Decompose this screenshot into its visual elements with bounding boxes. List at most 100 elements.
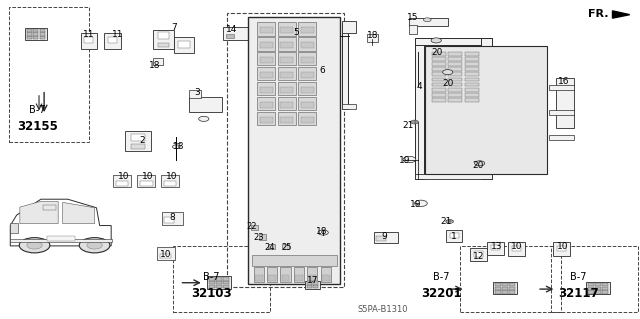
Bar: [493, 282, 517, 294]
Bar: [157, 248, 175, 260]
Bar: [432, 57, 446, 61]
Bar: [295, 275, 303, 281]
Bar: [502, 290, 508, 293]
Bar: [164, 217, 174, 223]
Text: 20: 20: [442, 79, 453, 88]
Bar: [40, 36, 45, 40]
Circle shape: [318, 230, 328, 235]
Bar: [278, 67, 296, 80]
Text: 16: 16: [558, 77, 570, 86]
Bar: [209, 277, 215, 280]
Circle shape: [173, 145, 180, 149]
Bar: [116, 181, 129, 186]
Bar: [44, 204, 56, 210]
Text: 25: 25: [282, 243, 292, 252]
Bar: [9, 7, 89, 142]
Bar: [432, 62, 446, 66]
Bar: [449, 67, 463, 71]
Bar: [153, 58, 163, 65]
Bar: [40, 33, 45, 36]
Bar: [260, 87, 273, 93]
Text: 21: 21: [441, 217, 452, 226]
Text: 8: 8: [170, 213, 175, 222]
Bar: [495, 283, 501, 286]
Bar: [278, 112, 296, 125]
Text: 3: 3: [195, 88, 200, 97]
Bar: [27, 33, 32, 36]
Bar: [415, 174, 492, 179]
Polygon shape: [612, 11, 630, 18]
Text: 24: 24: [264, 243, 275, 252]
Bar: [432, 52, 446, 56]
Bar: [432, 88, 446, 92]
Bar: [282, 275, 289, 281]
Polygon shape: [20, 201, 58, 224]
Bar: [465, 98, 479, 102]
Text: 22: 22: [246, 222, 257, 231]
Circle shape: [198, 116, 209, 122]
Text: 18: 18: [316, 227, 328, 236]
Bar: [449, 72, 463, 76]
Circle shape: [424, 18, 431, 22]
Bar: [226, 34, 234, 38]
Text: 32201: 32201: [421, 287, 461, 300]
Bar: [209, 281, 215, 284]
Bar: [10, 223, 18, 233]
Bar: [140, 181, 153, 186]
Bar: [280, 57, 293, 63]
Bar: [449, 62, 463, 66]
Text: 17: 17: [307, 276, 318, 285]
Bar: [449, 93, 463, 97]
Bar: [216, 285, 222, 288]
Bar: [131, 145, 145, 149]
Bar: [223, 27, 248, 41]
Text: 32117: 32117: [558, 287, 599, 300]
Bar: [342, 23, 348, 109]
Bar: [446, 230, 463, 242]
Bar: [491, 245, 500, 250]
Bar: [301, 27, 314, 33]
Bar: [502, 286, 508, 290]
Bar: [307, 281, 312, 285]
Bar: [376, 236, 387, 241]
Bar: [154, 30, 173, 49]
Text: B-7: B-7: [570, 272, 587, 282]
Bar: [551, 246, 638, 312]
Bar: [257, 22, 275, 36]
Text: 6: 6: [319, 66, 324, 75]
Text: 23: 23: [253, 233, 264, 242]
Bar: [257, 82, 275, 95]
Circle shape: [19, 238, 50, 253]
Bar: [432, 83, 446, 86]
Text: FR.: FR.: [588, 9, 609, 19]
Bar: [189, 97, 222, 112]
Circle shape: [415, 85, 422, 88]
Bar: [548, 135, 574, 140]
Bar: [278, 97, 296, 110]
Text: 12: 12: [473, 252, 484, 261]
Bar: [280, 102, 293, 108]
Bar: [108, 37, 117, 43]
Bar: [595, 290, 601, 293]
Bar: [553, 242, 570, 256]
Bar: [298, 112, 316, 125]
Bar: [33, 36, 38, 40]
Bar: [257, 52, 275, 65]
Text: 20: 20: [473, 161, 484, 170]
Text: 32155: 32155: [17, 120, 58, 133]
Bar: [278, 52, 296, 65]
Bar: [595, 286, 601, 290]
Bar: [81, 33, 97, 49]
Bar: [588, 290, 594, 293]
Bar: [321, 267, 331, 282]
Bar: [301, 42, 314, 48]
Bar: [278, 82, 296, 95]
Circle shape: [79, 238, 110, 253]
Bar: [257, 67, 275, 80]
Bar: [465, 57, 479, 61]
Bar: [161, 175, 179, 188]
Bar: [280, 72, 293, 78]
Bar: [298, 67, 316, 80]
Bar: [298, 82, 316, 95]
Text: 13: 13: [490, 242, 502, 251]
